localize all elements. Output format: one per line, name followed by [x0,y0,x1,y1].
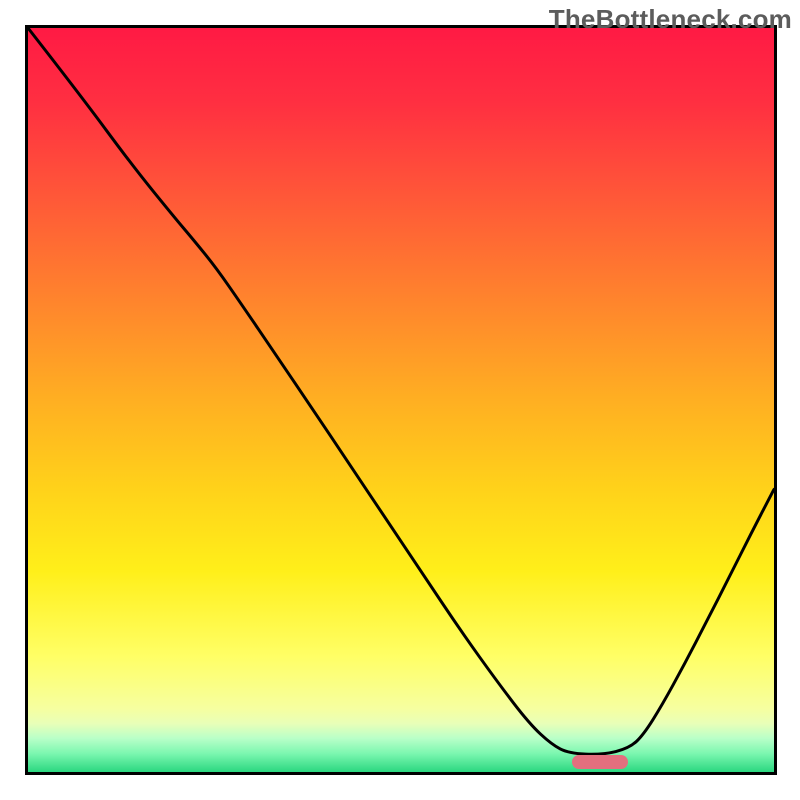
plot-area [25,25,777,775]
watermark-text: TheBottleneck.com [549,4,792,35]
curve-path [28,28,774,754]
optimal-marker [572,755,628,769]
chart-container: TheBottleneck.com [0,0,800,800]
bottleneck-curve [28,28,774,772]
